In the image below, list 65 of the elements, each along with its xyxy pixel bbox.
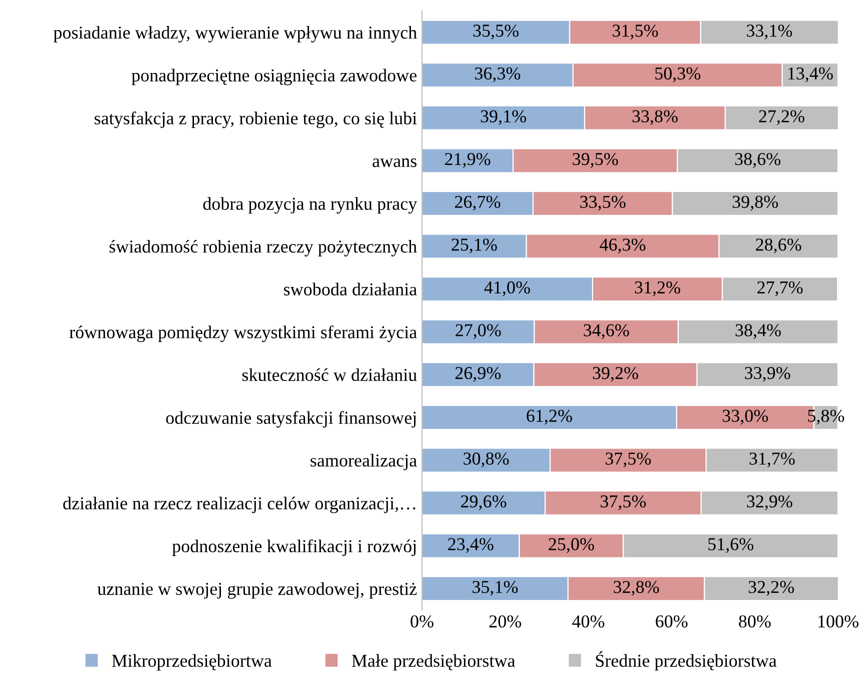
y-tick-label: ponadprzeciętne osiągnięcia zawodowe [132,68,417,86]
data-label: 35,5% [473,24,519,40]
data-label: 27,7% [757,281,803,296]
data-label: 38,6% [735,152,780,168]
legend-label: Średnie przedsiębiorstwa [596,651,777,671]
y-tick-label: awans [372,158,416,168]
y-tick-label: dobra pozycja na rynku pracy [203,197,418,214]
data-label: 35,1% [472,580,518,596]
data-label: 31,5% [612,24,658,40]
y-tick-label: samorealizacja [310,454,417,470]
legend-label: Małe przedsiębiorstwa [352,654,516,671]
data-label: 5,8% [808,410,844,425]
y-tick-label: satysfakcja z pracy, robienie tego, co się lubi [94,112,417,128]
data-label: 26,9% [455,366,501,382]
data-label: 39,2% [592,366,638,382]
y-tick-label: swoboda działania [284,282,417,296]
data-label: 33,1% [746,24,792,40]
y-tick-label: skuteczność w działaniu [242,368,417,382]
data-label: 31,7% [750,452,795,468]
y-tick-label: odczuwanie satysfakcji finansowej [166,411,416,428]
data-label: 26,7% [455,196,500,211]
data-label: 21,9% [445,152,490,168]
y-tick-label: działanie na rzecz realizacji celów organizacji,… [63,496,416,514]
data-label: 32,2% [748,580,794,596]
data-label: 46,3% [600,238,646,254]
data-label: 39,1% [480,110,526,125]
data-label: 34,6% [584,324,629,339]
legend-label: Mikroprzedsiębiortwa [112,654,272,671]
data-label: 28,6% [756,238,802,254]
data-label: 39,5% [572,152,618,168]
data-label: 33,9% [745,366,790,382]
x-tick-label: 40% [572,615,604,628]
data-label: 29,6% [461,495,506,510]
data-label: 37,5% [606,452,651,468]
x-tick-label: 80% [738,615,771,628]
data-label: 39,8% [732,196,778,211]
data-label: 23,4% [448,538,494,553]
data-label: 38,4% [736,324,781,339]
data-label: 36,3% [475,67,520,82]
y-tick-label: posiadanie władzy, wywieranie wpływu na innych [54,26,417,42]
data-label: 27,0% [456,324,501,339]
data-label: 31,2% [634,281,680,296]
x-tick-label: 0% [410,615,434,628]
data-label: 51,6% [708,538,754,553]
data-label: 33,5% [580,196,626,211]
data-label: 25,0% [548,538,594,553]
data-label: 30,8% [464,452,509,468]
data-label: 27,2% [759,110,804,125]
data-label: 32,9% [747,495,792,510]
data-label: 37,5% [600,495,646,510]
x-tick-label: 100% [818,615,858,628]
x-tick-label: 60% [656,615,688,628]
data-label: 13,4% [788,67,833,82]
data-label: 61,2% [526,410,572,425]
y-tick-label: świadomość robienia rzeczy pożytecznych [110,240,417,256]
y-tick-label: równowaga pomiędzy wszystkimi sferami życia [70,325,417,342]
data-label: 25,1% [452,238,497,254]
data-label: 50,3% [655,67,700,82]
data-label: 32,8% [614,580,659,596]
x-tick-label: 20% [489,615,522,628]
data-label: 33,0% [722,410,768,425]
data-label: 33,8% [632,110,678,125]
y-tick-label: podnoszenie kwalifikacji i rozwój [172,539,416,556]
y-tick-label: uznanie w swojej grupie zawodowej, prestiż [97,582,417,599]
data-label: 41,0% [484,281,530,296]
